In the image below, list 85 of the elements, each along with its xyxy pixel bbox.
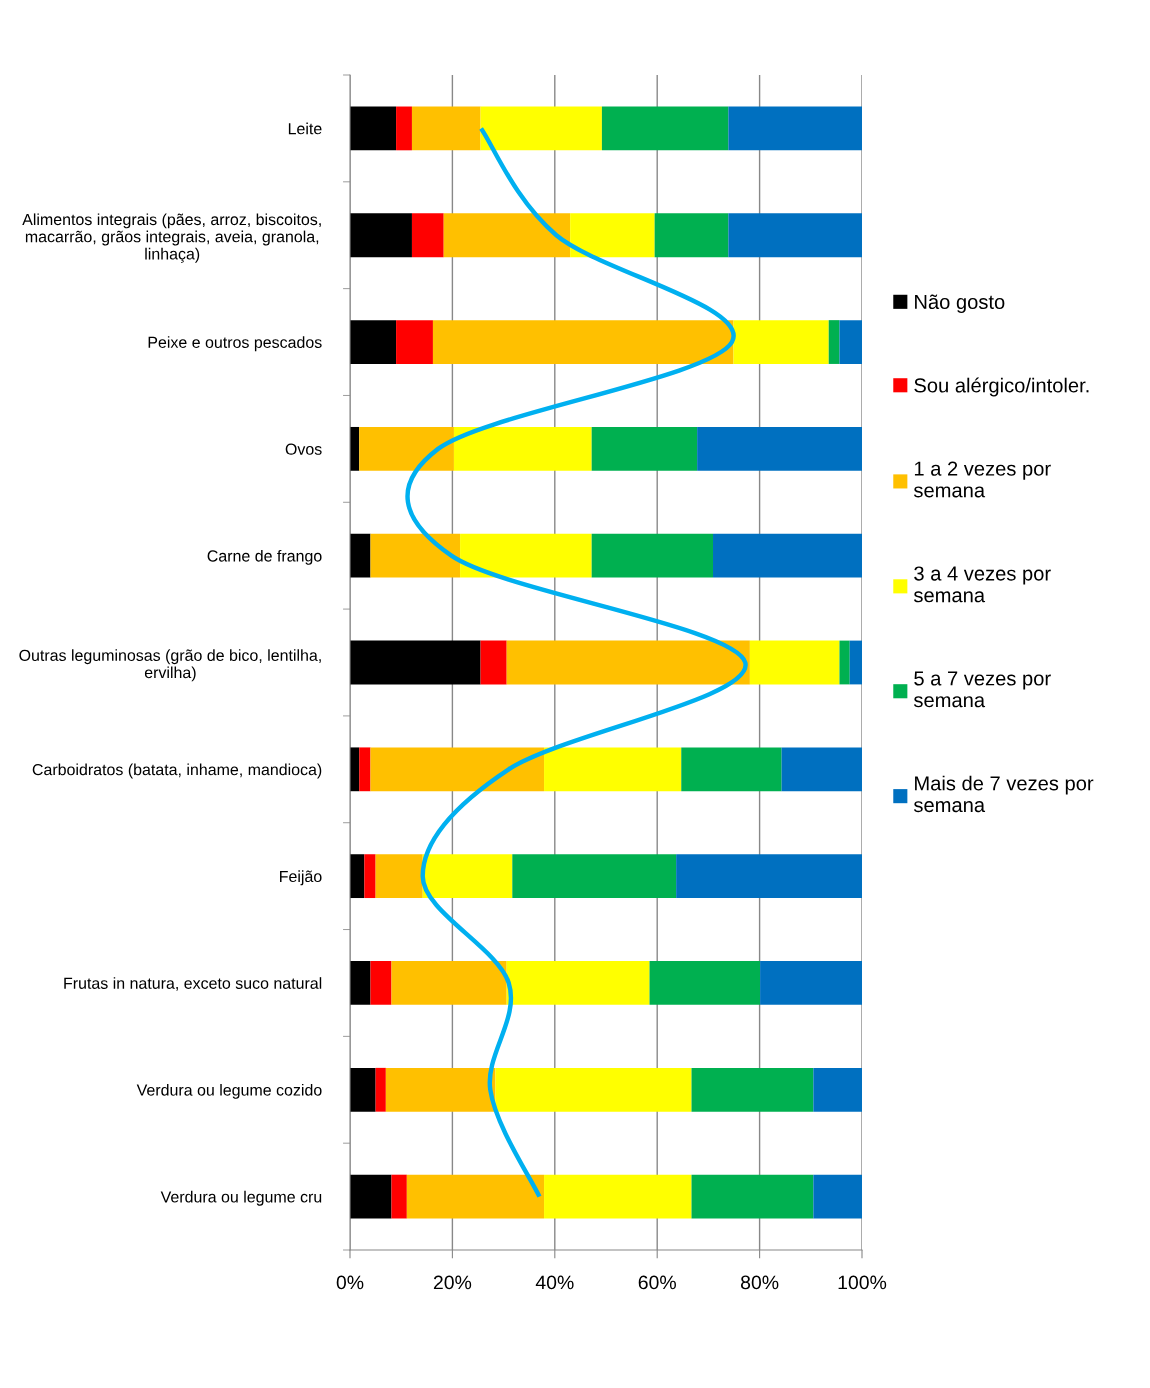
bar (411, 213, 444, 258)
legend-label: 3 a 4 vezes por semana (913, 566, 1051, 603)
x-tick-label: 0% (336, 1275, 364, 1290)
bar (370, 961, 392, 1005)
bar (839, 320, 862, 364)
bar (654, 213, 729, 258)
bar (781, 747, 862, 792)
bar (350, 533, 371, 578)
x-tick-label: 20% (433, 1275, 472, 1290)
bar (480, 640, 507, 685)
bar (396, 320, 433, 364)
bar (391, 961, 507, 1005)
bar (760, 961, 862, 1005)
bar (691, 1174, 814, 1219)
bar (460, 533, 592, 578)
bar (443, 213, 571, 258)
bar (713, 533, 862, 578)
y-tick-label: Verdura ou legume cozido (136, 1083, 322, 1099)
y-tick-label: Alimentos integrais (pães, arroz, biscoitos, macarrão, grãos integrais, aveia, granola, linhaça) (22, 213, 321, 263)
bar (544, 747, 682, 792)
bar (849, 640, 862, 685)
bar (733, 320, 829, 364)
bar (649, 961, 761, 1005)
y-tick-label: Carne de frango (207, 549, 322, 565)
bar (728, 106, 862, 151)
bar (591, 426, 698, 471)
bar (506, 640, 750, 685)
legend-label: 1 a 2 vezes por semana (913, 461, 1051, 498)
bar (495, 1067, 692, 1112)
bar (411, 106, 481, 151)
bar (453, 426, 592, 471)
bar (601, 106, 729, 151)
bar (480, 106, 602, 151)
bar (591, 533, 714, 578)
legend-label: 5 a 7 vezes por semana (913, 671, 1051, 708)
bar (749, 640, 840, 685)
y-tick-label: Peixe e outros pescados (148, 336, 322, 352)
bar (406, 1174, 545, 1219)
bar (385, 1067, 496, 1112)
bar (691, 1067, 814, 1112)
x-tick-label: 40% (535, 1275, 574, 1290)
y-tick-label: Feijão (280, 870, 322, 886)
bar (350, 320, 397, 364)
bar (676, 854, 862, 899)
x-tick-label: 60% (638, 1275, 676, 1290)
y-tick-label: Leite (288, 122, 322, 135)
bar (506, 961, 650, 1005)
bar (370, 747, 545, 792)
bar (350, 961, 371, 1005)
bar (375, 854, 423, 899)
y-tick-label: Frutas in natura, exceto suco natural (64, 977, 322, 991)
legend-label: Não gosto (915, 294, 1005, 314)
bar (697, 426, 862, 471)
legend-label: Mais de 7 vezes por semana (913, 775, 1094, 813)
bar (350, 640, 481, 685)
bar (350, 213, 412, 258)
bar (544, 1174, 692, 1219)
bar (512, 854, 677, 899)
bar (359, 426, 454, 471)
bar (828, 320, 840, 364)
bar (681, 747, 782, 792)
y-tick-label: Verdura ou legume cru (160, 1190, 322, 1206)
bar (839, 640, 850, 685)
x-tick-label: 80% (740, 1275, 779, 1290)
bar (391, 1174, 407, 1219)
bar (728, 213, 862, 258)
bar (422, 854, 513, 899)
y-tick-label: Carboidratos (batata, inhame, mandioca) (32, 763, 322, 779)
bar (350, 1067, 376, 1112)
bar (370, 533, 461, 578)
bar (396, 106, 412, 151)
bar (350, 1174, 392, 1219)
bar (813, 1067, 862, 1112)
bar (350, 106, 397, 151)
x-tick-label: 100% (838, 1275, 887, 1290)
bar (570, 213, 655, 258)
y-tick-label: Outras leguminosas (grão de bico, lentilha, ervilha) (19, 649, 321, 682)
bar (364, 854, 376, 899)
y-tick-label: Ovos (285, 443, 322, 455)
legend-label: Sou alérgico/intoler. (914, 377, 1089, 397)
bar (432, 320, 734, 364)
bar (359, 747, 371, 792)
bar (350, 854, 365, 899)
bar (813, 1174, 862, 1219)
bar (375, 1067, 386, 1112)
